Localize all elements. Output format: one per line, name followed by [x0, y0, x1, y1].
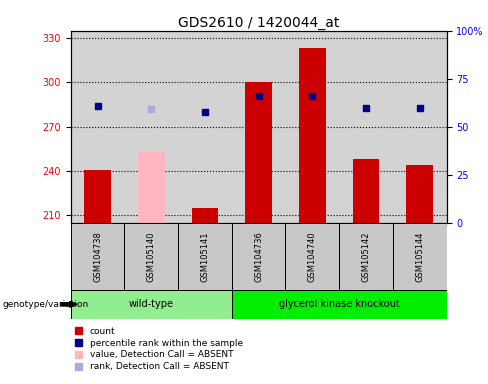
Bar	[71, 223, 124, 290]
Title: GDS2610 / 1420044_at: GDS2610 / 1420044_at	[178, 16, 339, 30]
Text: GSM104740: GSM104740	[308, 231, 317, 281]
Bar	[407, 165, 433, 223]
Text: GSM105140: GSM105140	[147, 231, 156, 281]
Text: GSM105144: GSM105144	[415, 231, 424, 281]
Text: GSM104738: GSM104738	[93, 231, 102, 282]
Bar	[84, 170, 111, 223]
Text: genotype/variation: genotype/variation	[2, 300, 89, 309]
Text: GSM105141: GSM105141	[201, 231, 209, 281]
Bar	[192, 208, 219, 223]
Bar	[178, 223, 232, 290]
Bar	[71, 290, 232, 319]
Bar	[232, 290, 447, 319]
Text: GSM104736: GSM104736	[254, 231, 263, 282]
Bar	[353, 159, 380, 223]
Text: wild-type: wild-type	[129, 299, 174, 310]
Bar	[339, 223, 393, 290]
Legend: count, percentile rank within the sample, value, Detection Call = ABSENT, rank, : count, percentile rank within the sample…	[75, 327, 243, 371]
Bar	[299, 48, 326, 223]
Bar	[393, 223, 447, 290]
Text: GSM105142: GSM105142	[362, 231, 370, 281]
Bar	[285, 223, 339, 290]
Bar	[232, 223, 285, 290]
Bar	[245, 83, 272, 223]
Text: glycerol kinase knockout: glycerol kinase knockout	[279, 299, 400, 310]
Bar	[124, 223, 178, 290]
Bar	[138, 152, 165, 223]
